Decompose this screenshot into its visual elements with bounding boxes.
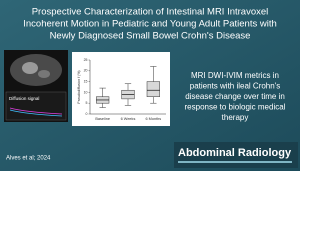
y-tick-label: 5 — [86, 101, 88, 105]
x-tick-label: 6 Months — [146, 117, 162, 121]
signal-curve — [9, 107, 63, 115]
y-tick-label: 25 — [84, 58, 88, 62]
summary-line: therapy — [222, 113, 249, 122]
boxplot: 0 5 10 15 20 25 Pseudodiffusion f (%) Baseline 6… — [77, 58, 166, 121]
signal-curve — [9, 109, 63, 117]
y-tick-label: 20 — [84, 69, 88, 73]
summary-line: response to biologic medical — [185, 103, 286, 112]
title-line: Prospective Characterization of Intestin… — [32, 7, 269, 18]
mri-anatomy — [38, 70, 50, 78]
box — [146, 81, 160, 97]
image-label: Diffusion signal — [9, 96, 39, 101]
graphical-abstract: Prospective Characterization of Intestin… — [0, 0, 300, 171]
page: {"header": {"title_lines": ["Prospective… — [0, 0, 300, 171]
summary: MRI DWI-IVIM metrics in patients with ile… — [185, 71, 286, 122]
summary-line: MRI DWI-IVIM metrics in — [191, 71, 279, 80]
y-tick-label: 0 — [86, 112, 88, 116]
title-line: Newly Diagnosed Small Bowel Crohn's Dise… — [50, 31, 251, 42]
title-line: Incoherent Motion in Pediatric and Young… — [23, 19, 277, 30]
y-axis-label: Pseudodiffusion f (%) — [77, 70, 81, 103]
mri-anatomy — [22, 62, 38, 74]
x-tick-label: Baseline — [95, 117, 110, 121]
x-tick-label: 6 Weeks — [121, 117, 136, 121]
title: Prospective Characterization of Intestin… — [23, 7, 277, 42]
journal-logo — [174, 142, 298, 168]
y-tick-label: 10 — [84, 90, 88, 94]
logo-rule — [178, 161, 292, 163]
y-tick-label: 15 — [84, 80, 88, 84]
journal-name: Abdominal Radiology — [178, 147, 292, 159]
citation: Alves et al; 2024 — [6, 156, 51, 162]
summary-line: disease change over time in — [185, 92, 285, 101]
summary-line: patients with ileal Crohn's — [190, 82, 280, 91]
